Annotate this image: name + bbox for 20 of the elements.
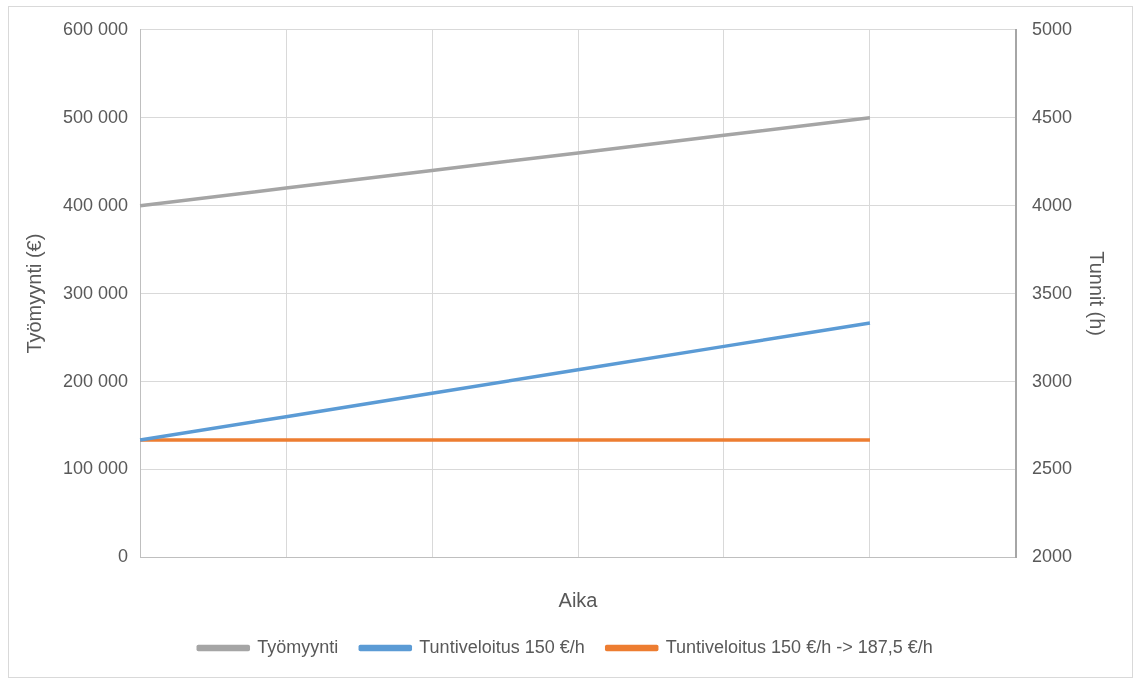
y-tick-label: 300 000 [62,282,129,303]
y-tick-label: 0 [118,546,129,567]
legend-label: Työmyynti [257,636,339,657]
y2-tick-label: 2500 [1031,458,1072,479]
y2-tick-label: 2000 [1031,546,1072,567]
y2-axis-title: Tunnit (h) [1086,251,1109,337]
y-tick-label: 500 000 [62,106,129,127]
y2-tick-label: 4500 [1031,106,1072,127]
y2-tick-label: 3000 [1031,370,1072,391]
y-axis-title: Työmyynti (€) [22,233,45,354]
y2-tick-label: 3500 [1031,282,1072,303]
legend-label: Tuntiveloitus 150 €/h [419,636,585,657]
y-tick-label: 200 000 [62,370,129,391]
y2-tick-label: 5000 [1031,18,1072,39]
y-tick-label: 600 000 [62,18,129,39]
y-tick-label: 100 000 [62,458,129,479]
y-tick-label: 400 000 [62,194,129,215]
y2-tick-label: 4000 [1031,194,1072,215]
x-axis-title: Aika [558,588,599,611]
legend-label: Tuntiveloitus 150 €/h -> 187,5 €/h [665,636,933,657]
